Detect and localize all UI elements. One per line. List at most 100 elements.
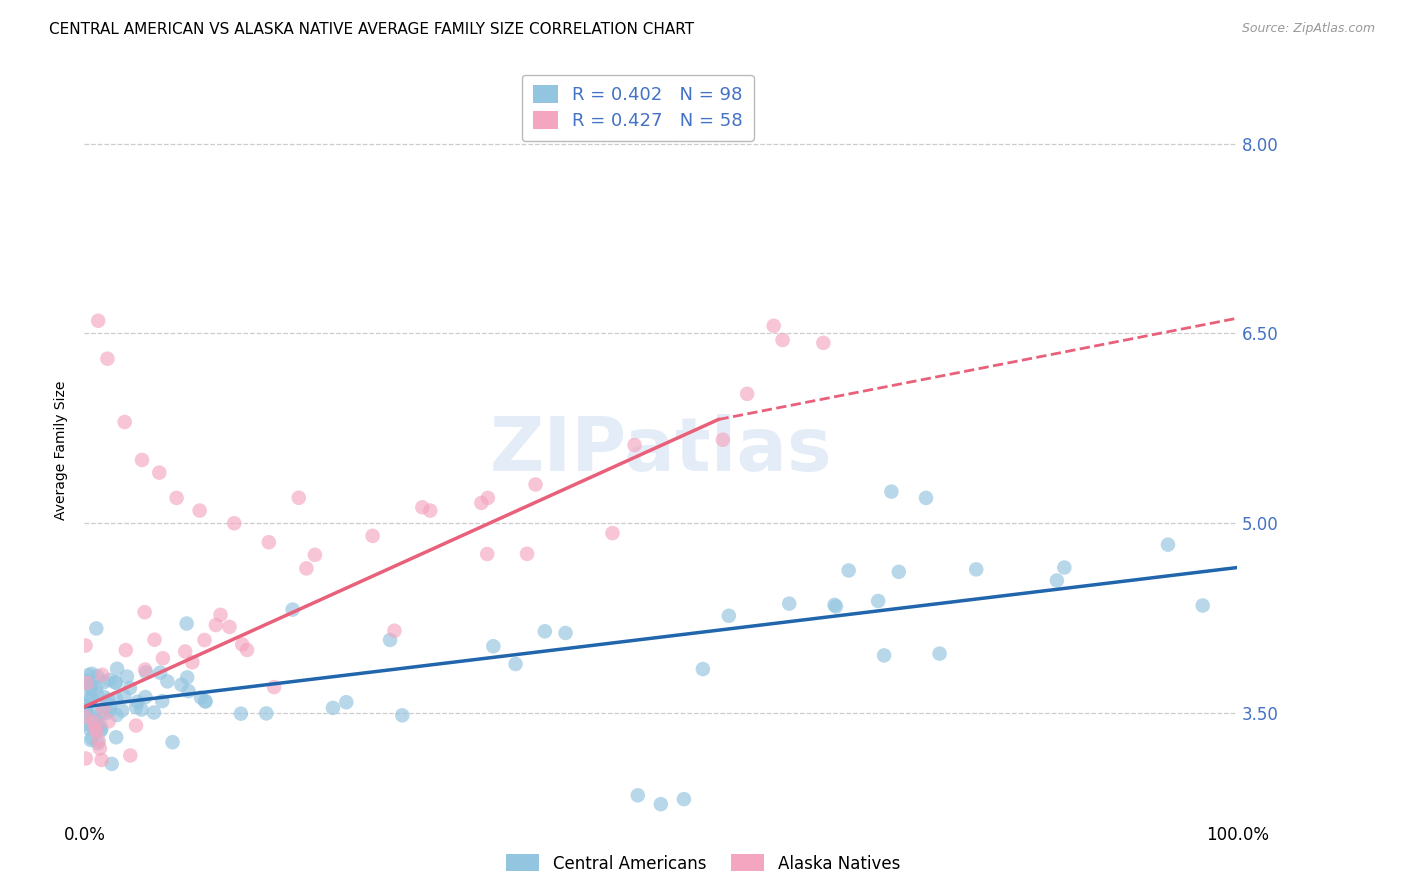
Point	[188, 503, 211, 517]
Point	[111, 823, 134, 838]
Point	[89, 741, 111, 756]
Point	[131, 702, 153, 716]
Point	[650, 797, 672, 812]
Legend: R = 0.402   N = 98, R = 0.427   N = 58: R = 0.402 N = 98, R = 0.427 N = 58	[522, 75, 754, 141]
Point	[838, 564, 860, 578]
Point	[86, 669, 108, 683]
Point	[928, 647, 950, 661]
Point	[194, 694, 217, 708]
Point	[205, 618, 228, 632]
Point	[111, 704, 134, 718]
Point	[79, 691, 101, 706]
Point	[98, 703, 121, 717]
Point	[148, 466, 170, 480]
Point	[80, 733, 103, 747]
Point	[166, 491, 188, 505]
Point	[692, 662, 714, 676]
Point	[873, 648, 896, 663]
Point	[224, 516, 246, 531]
Point	[91, 667, 114, 681]
Point	[150, 694, 173, 708]
Point	[505, 657, 527, 671]
Point	[717, 608, 740, 623]
Point	[134, 663, 156, 677]
Point	[156, 674, 179, 689]
Point	[411, 500, 433, 515]
Point	[176, 670, 198, 684]
Y-axis label: Average Family Size: Average Family Size	[53, 381, 67, 520]
Point	[80, 691, 103, 706]
Point	[86, 687, 108, 701]
Point	[105, 731, 128, 745]
Point	[627, 789, 650, 803]
Point	[80, 731, 103, 745]
Point	[84, 622, 107, 636]
Point	[75, 710, 97, 724]
Point	[104, 675, 127, 690]
Point	[1046, 574, 1069, 588]
Point	[825, 599, 848, 614]
Point	[824, 598, 846, 612]
Point	[104, 691, 127, 706]
Point	[84, 714, 107, 728]
Point	[98, 698, 121, 713]
Point	[174, 644, 197, 658]
Point	[76, 717, 98, 731]
Point	[80, 666, 103, 681]
Point	[80, 692, 103, 706]
Point	[482, 639, 505, 653]
Point	[84, 724, 107, 739]
Point	[76, 721, 98, 735]
Point	[125, 718, 148, 732]
Point	[83, 714, 105, 729]
Point	[134, 605, 156, 619]
Point	[77, 673, 100, 687]
Point	[1053, 560, 1076, 574]
Point	[104, 675, 127, 690]
Text: Source: ZipAtlas.com: Source: ZipAtlas.com	[1241, 22, 1375, 36]
Point	[83, 704, 105, 718]
Point	[75, 699, 97, 714]
Point	[87, 734, 110, 748]
Point	[112, 689, 135, 703]
Point	[87, 314, 110, 328]
Point	[384, 624, 406, 638]
Point	[134, 690, 156, 704]
Point	[880, 484, 903, 499]
Point	[868, 594, 890, 608]
Point	[1157, 538, 1180, 552]
Point	[170, 678, 193, 692]
Point	[762, 318, 785, 333]
Point	[84, 721, 107, 735]
Point	[322, 701, 344, 715]
Point	[778, 597, 800, 611]
Point	[89, 707, 111, 722]
Point	[142, 706, 165, 720]
Point	[672, 792, 695, 806]
Point	[477, 547, 499, 561]
Point	[218, 620, 240, 634]
Point	[89, 719, 111, 733]
Point	[554, 626, 576, 640]
Point	[75, 704, 97, 718]
Point	[79, 681, 101, 696]
Point	[152, 651, 174, 665]
Point	[125, 700, 148, 714]
Point	[76, 676, 98, 690]
Point	[965, 562, 987, 576]
Point	[524, 477, 547, 491]
Point	[115, 669, 138, 683]
Point	[114, 643, 136, 657]
Point	[120, 748, 142, 763]
Point	[80, 680, 103, 694]
Text: CENTRAL AMERICAN VS ALASKA NATIVE AVERAGE FAMILY SIZE CORRELATION CHART: CENTRAL AMERICAN VS ALASKA NATIVE AVERAG…	[49, 22, 695, 37]
Point	[79, 679, 101, 693]
Point	[361, 529, 384, 543]
Point	[470, 496, 492, 510]
Point	[209, 607, 232, 622]
Point	[98, 673, 121, 687]
Point	[75, 706, 97, 721]
Point	[477, 491, 499, 505]
Point	[231, 637, 253, 651]
Point	[91, 702, 114, 716]
